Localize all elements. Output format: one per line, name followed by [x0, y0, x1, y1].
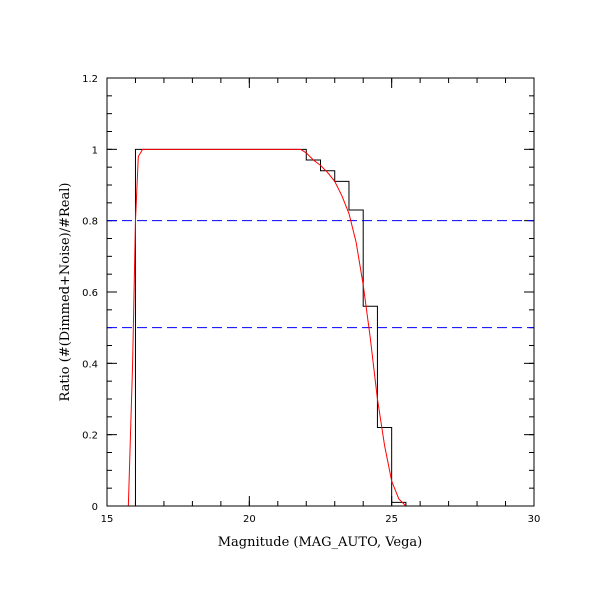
y-tick-label: 0.8: [82, 217, 98, 228]
y-tick-label: 0.6: [82, 288, 98, 299]
plot-frame: [106, 77, 535, 507]
y-tick-label: 0.4: [82, 359, 98, 370]
y-tick-label: 1.2: [82, 74, 98, 85]
x-axis-title: Magnitude (MAG_AUTO, Vega): [218, 535, 423, 550]
x-tick-label: 15: [101, 514, 114, 525]
y-axis-title: Ratio (#(Dimmed+Noise)/#Real): [58, 183, 73, 402]
y-tick-label: 0: [92, 502, 98, 513]
x-tick-label: 20: [243, 514, 256, 525]
x-tick-label: 30: [528, 514, 541, 525]
x-tick-label: 25: [385, 514, 398, 525]
y-tick-label: 1: [92, 145, 98, 156]
plot-area: 15 20 25 30 0 0.2 0.4 0.6 0.8 1 1.2: [82, 74, 540, 525]
y-tick-label: 0.2: [82, 431, 98, 442]
